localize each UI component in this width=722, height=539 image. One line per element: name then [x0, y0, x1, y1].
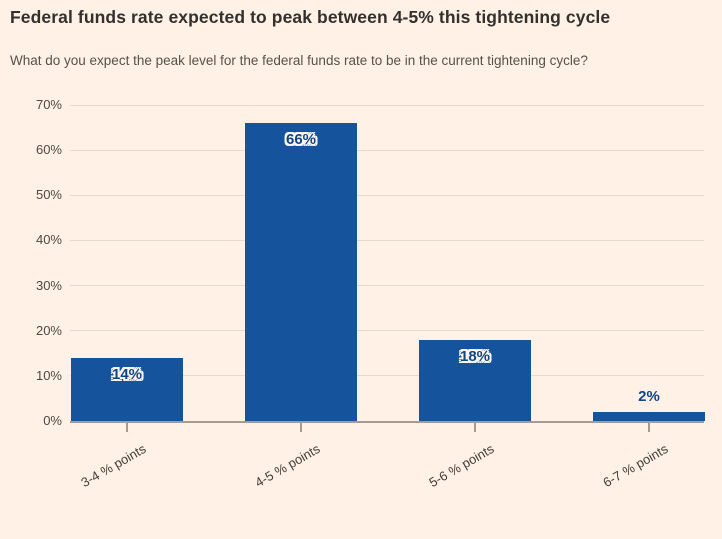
y-axis-tick-label: 10% — [35, 367, 62, 383]
gridline — [70, 375, 704, 377]
bar — [419, 340, 531, 421]
gridline — [70, 330, 704, 332]
x-axis-tick — [474, 423, 476, 432]
y-axis-tick-label: 50% — [35, 187, 62, 203]
bar-value-label: 2% — [638, 388, 660, 405]
y-axis-tick-label: 30% — [35, 277, 62, 293]
gridline — [70, 104, 704, 106]
chart: Federal funds rate expected to peak betw… — [10, 7, 705, 491]
x-axis-category-label: 5-6 % points — [426, 441, 497, 491]
y-axis-tick-label: 70% — [35, 97, 62, 113]
y-axis-tick-label: 0% — [43, 413, 62, 428]
bar — [245, 123, 357, 421]
y-axis-tick-label: 40% — [35, 232, 62, 248]
y-axis-tick-label: 60% — [35, 142, 62, 158]
y-axis-tick-label: 20% — [35, 322, 62, 338]
plot-area: 0% 10% 20% 30% 40% 50% 60% 70% 14% 3-4 % points 66… — [35, 97, 705, 490]
bar-value-label: 14% — [111, 366, 143, 383]
chart-subtitle: What do you expect the peak level for th… — [10, 53, 588, 68]
x-axis-tick — [126, 423, 128, 432]
bar-value-label: 18% — [459, 348, 491, 365]
x-axis-line — [70, 421, 704, 423]
gridline — [70, 239, 704, 241]
x-axis-category-label: 3-4 % points — [78, 441, 149, 491]
bar — [593, 412, 705, 421]
x-axis-tick — [648, 423, 650, 432]
x-axis-category-label: 6-7 % points — [600, 441, 671, 491]
gridline — [70, 285, 704, 287]
x-axis-tick — [300, 423, 302, 432]
x-axis-category-label: 4-5 % points — [252, 441, 323, 491]
bar — [71, 358, 183, 421]
chart-title: Federal funds rate expected to peak betw… — [10, 7, 611, 27]
gridline — [70, 194, 704, 196]
gridline — [70, 149, 704, 151]
bar-value-label: 66% — [285, 131, 317, 148]
